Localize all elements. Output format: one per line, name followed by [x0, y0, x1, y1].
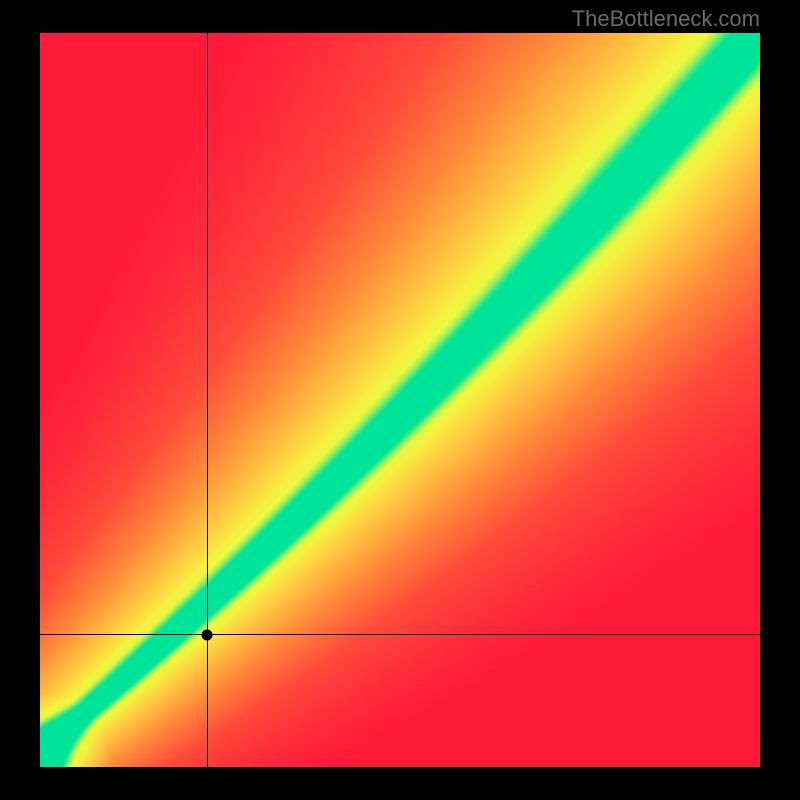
heatmap-canvas [40, 33, 760, 767]
crosshair-vertical [207, 33, 208, 767]
watermark-text: TheBottleneck.com [572, 6, 760, 32]
crosshair-horizontal [40, 634, 760, 635]
heatmap-plot [40, 33, 760, 767]
marker-dot [202, 629, 213, 640]
